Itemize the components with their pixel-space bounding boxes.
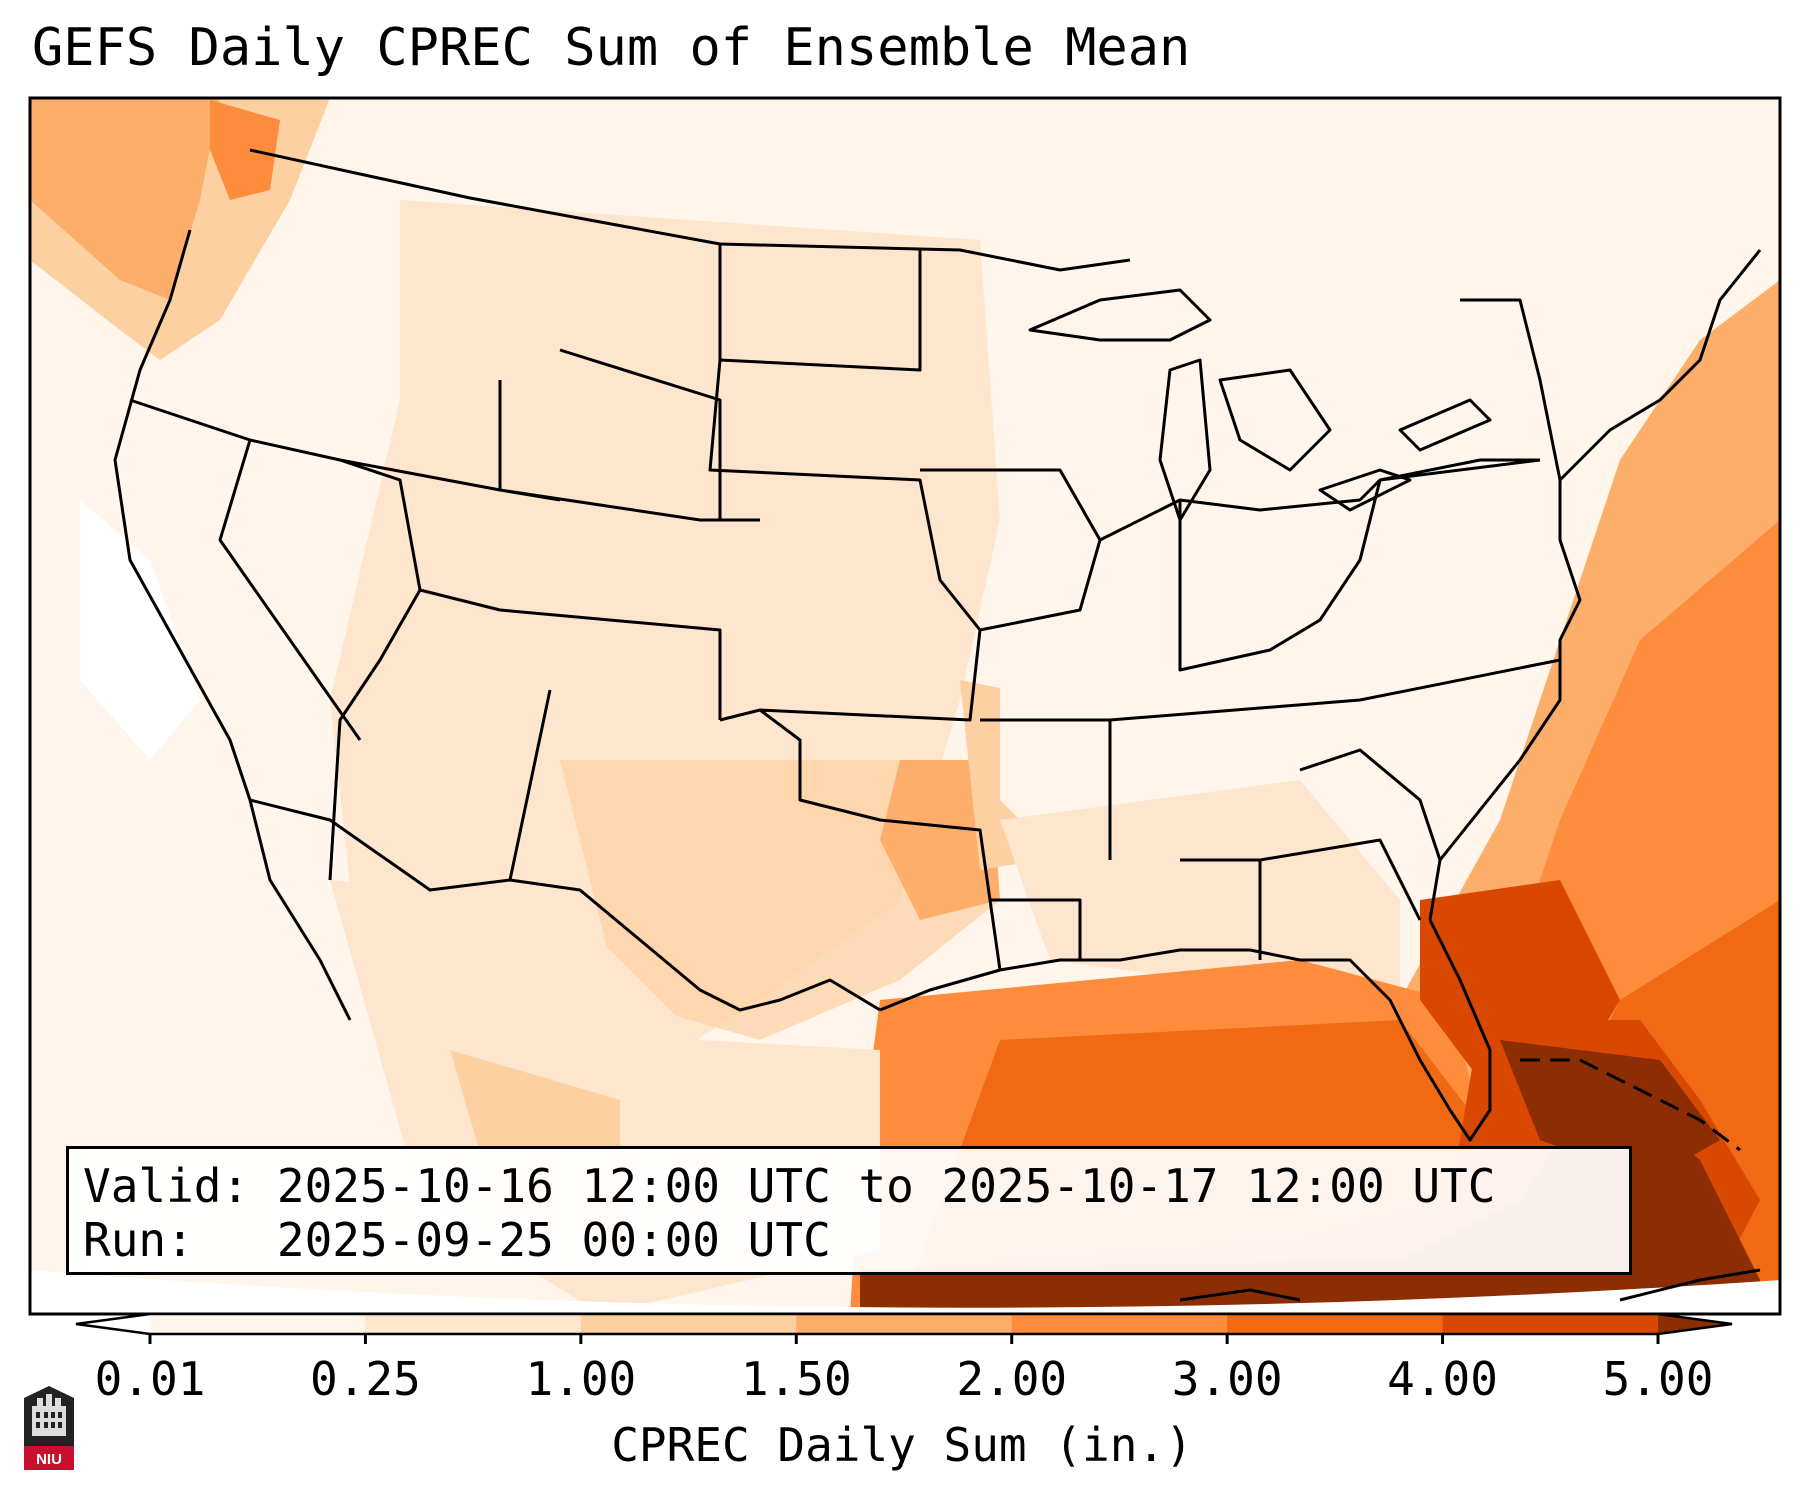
precip-area-southeast [1000, 780, 1400, 1000]
colorbar-tick-label: 1.00 [525, 1352, 637, 1406]
colorbar-tick-label: 2.00 [956, 1352, 1068, 1406]
state-lines-west [129, 348, 760, 881]
run-value: 2025-09-25 00:00 UTC [276, 1213, 831, 1267]
colorbar-extend-max [1658, 1314, 1732, 1334]
precip-area-cuba-max [1500, 1040, 1720, 1180]
map-title: GEFS Daily CPREC Sum of Ensemble Mean [32, 18, 1191, 78]
precip-area-california-white [80, 500, 200, 760]
colorbar-segment [150, 1314, 366, 1334]
colorbar-tick-label: 3.00 [1171, 1352, 1283, 1406]
colorbar-segment [1227, 1314, 1444, 1334]
niu-logo-text: NIU [36, 1451, 62, 1468]
coastline-caribbean-south [1179, 1268, 1761, 1302]
colorbar-tick-label: 1.50 [740, 1352, 852, 1406]
coastline-west [113, 229, 352, 1021]
coastline-east [1428, 249, 1762, 921]
colorbar-extend-min [76, 1314, 150, 1334]
great-lakes [1028, 288, 1492, 522]
niu-logo-banner [24, 1446, 74, 1470]
precip-area-oklahoma-core [880, 760, 1000, 920]
colorbar-outline [75, 1312, 1733, 1336]
border-us-canada [249, 148, 1131, 272]
domain-edge-curve [30, 1270, 1780, 1314]
colorbar-label: CPREC Daily Sum (in.) [611, 1418, 1193, 1472]
precip-area-pnw-coast [30, 98, 220, 300]
colorbar-segment [365, 1314, 582, 1334]
colorbar-tick-label: 5.00 [1602, 1352, 1714, 1406]
precip-area-pnw-core [210, 100, 280, 200]
colorbar-segment [796, 1314, 1013, 1334]
coastline-cuba [1520, 1058, 1741, 1152]
boundaries [113, 148, 1762, 1302]
valid-value: 2025-10-16 12:00 UTC to 2025-10-17 12:00… [276, 1159, 1496, 1213]
border-us-mexico [249, 798, 881, 1012]
colorbar-tick-label: 0.25 [310, 1352, 421, 1406]
valid-run-info-box: Valid: 2025-10-16 12:00 UTC to 2025-10-1… [66, 1146, 1632, 1275]
colorbar-segment [580, 1314, 797, 1334]
niu-logo: NIU [24, 1386, 74, 1470]
precip-area-east-light [1000, 200, 1600, 900]
colorbar-tick-label: 4.00 [1387, 1352, 1498, 1406]
precip-area-west-light [30, 300, 600, 1314]
state-lines-east [1099, 298, 1562, 960]
valid-label: Valid: [83, 1159, 250, 1213]
colorbar-tick-label: 0.01 [94, 1352, 206, 1406]
colorbar-segment [1011, 1314, 1228, 1334]
colorbar-segment [1442, 1314, 1659, 1334]
niu-logo-building [32, 1394, 66, 1436]
run-label: Run: [83, 1213, 194, 1267]
coastline-gulf [879, 919, 1492, 1142]
